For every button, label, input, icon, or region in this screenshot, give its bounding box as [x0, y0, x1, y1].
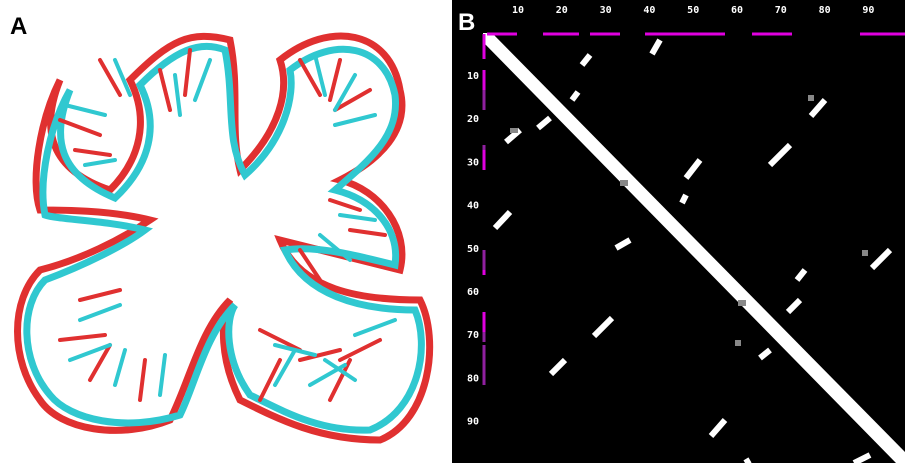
diagonal [483, 33, 905, 463]
backbone-red [14, 32, 434, 444]
top-tick-label: 30 [600, 5, 612, 16]
left-tick-label: 50 [467, 244, 479, 255]
left-tick-label: 10 [467, 71, 479, 82]
left-tick-label: 70 [467, 330, 479, 341]
contacts [492, 38, 893, 463]
left-tick-label: 20 [467, 114, 479, 125]
panel-b-label: B [458, 9, 475, 36]
top-tick-label: 70 [775, 5, 787, 16]
left-tick-label: 30 [467, 157, 479, 168]
top-tick-label: 90 [862, 5, 874, 16]
left-tick-label: 40 [467, 201, 479, 212]
panel-a: A [0, 0, 452, 463]
weak-contacts [510, 95, 868, 346]
top-tick-label: 20 [556, 5, 568, 16]
top-tick-label: 80 [819, 5, 831, 16]
backbone-cyan [23, 42, 425, 434]
bases [58, 48, 397, 402]
rna-structure [14, 32, 434, 444]
top-tick-label: 50 [687, 5, 699, 16]
left-tick-label: 90 [467, 417, 479, 428]
left-tick-label: 60 [467, 287, 479, 298]
panel-b: B [452, 0, 905, 463]
border-marks [482, 32, 905, 385]
top-tick-label: 60 [731, 5, 743, 16]
left-tick-label: 80 [467, 373, 479, 384]
top-tick-label: 10 [512, 5, 524, 16]
panel-a-label: A [10, 13, 27, 40]
top-tick-label: 40 [643, 5, 655, 16]
